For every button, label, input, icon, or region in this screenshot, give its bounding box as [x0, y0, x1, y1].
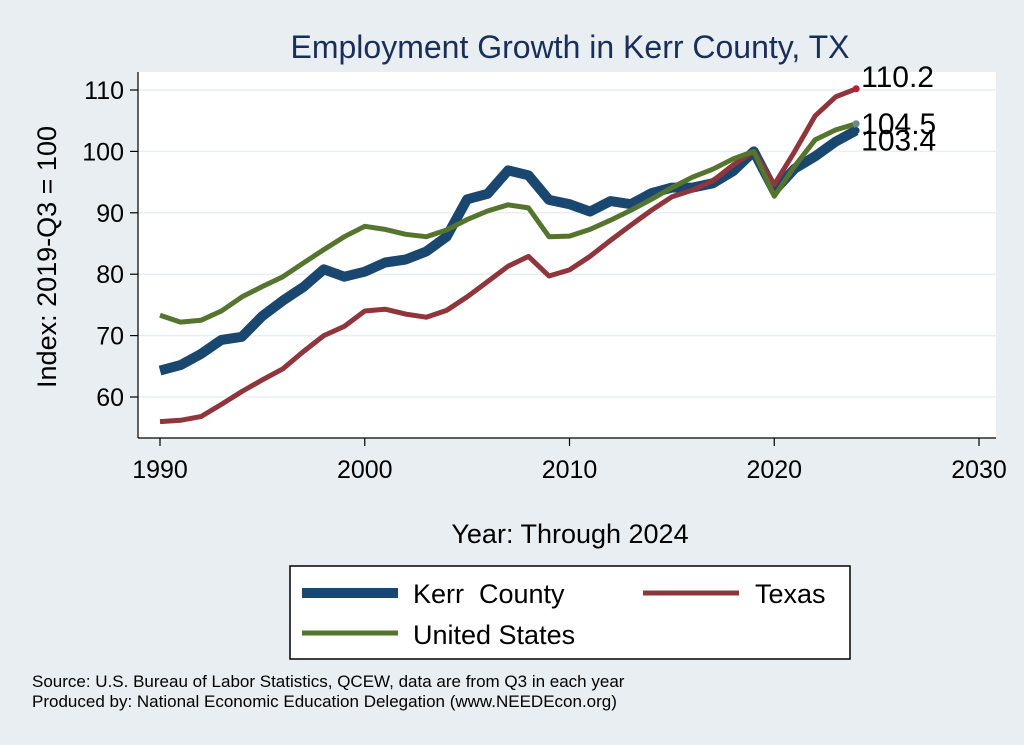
legend-label-united-states: United States [413, 620, 575, 650]
y-tick-label-100: 100 [82, 138, 124, 166]
source-line-1: Source: U.S. Bureau of Labor Statistics,… [32, 672, 625, 691]
end-label-kerr-county: 103.4 [861, 125, 936, 158]
x-tick-label-2020: 2020 [746, 456, 802, 484]
end-marker-kerr-county [852, 127, 860, 135]
x-tick-label-1990: 1990 [132, 456, 188, 484]
x-tick-label-2000: 2000 [337, 456, 393, 484]
source-line-2: Produced by: National Economic Education… [32, 692, 617, 711]
series-lines [158, 86, 859, 425]
end-marker-texas [852, 85, 860, 93]
legend-box [289, 565, 851, 660]
y-tick-label-70: 70 [96, 323, 124, 351]
end-label-texas: 110.2 [861, 61, 934, 94]
series-line-kerr-county [158, 126, 859, 376]
legend-label-texas: Texas [755, 579, 826, 609]
y-axis-label: Index: 2019-Q3 = 100 [32, 126, 62, 388]
legend-label-kerr-county: Kerr County [413, 579, 565, 609]
axes: 60 70 80 90 100 110 1990 2000 2010 2020 2030 [82, 72, 1007, 484]
x-axis-label: Year: Through 2024 [451, 519, 688, 549]
end-marker-united-states [852, 120, 860, 128]
series-line-united-states [159, 121, 857, 325]
chart-title: Employment Growth in Kerr County, TX [290, 29, 849, 65]
y-tick-label-90: 90 [96, 200, 124, 228]
x-tick-label-2030: 2030 [951, 456, 1007, 484]
y-tick-label-60: 60 [96, 384, 124, 412]
y-tick-label-80: 80 [96, 261, 124, 289]
x-tick-label-2010: 2010 [542, 456, 598, 484]
end-label-united-states: 104.5 [861, 108, 936, 141]
series-line-texas [159, 86, 858, 425]
legend: Kerr County Texas United States [302, 579, 826, 650]
y-tick-label-110: 110 [84, 77, 124, 105]
